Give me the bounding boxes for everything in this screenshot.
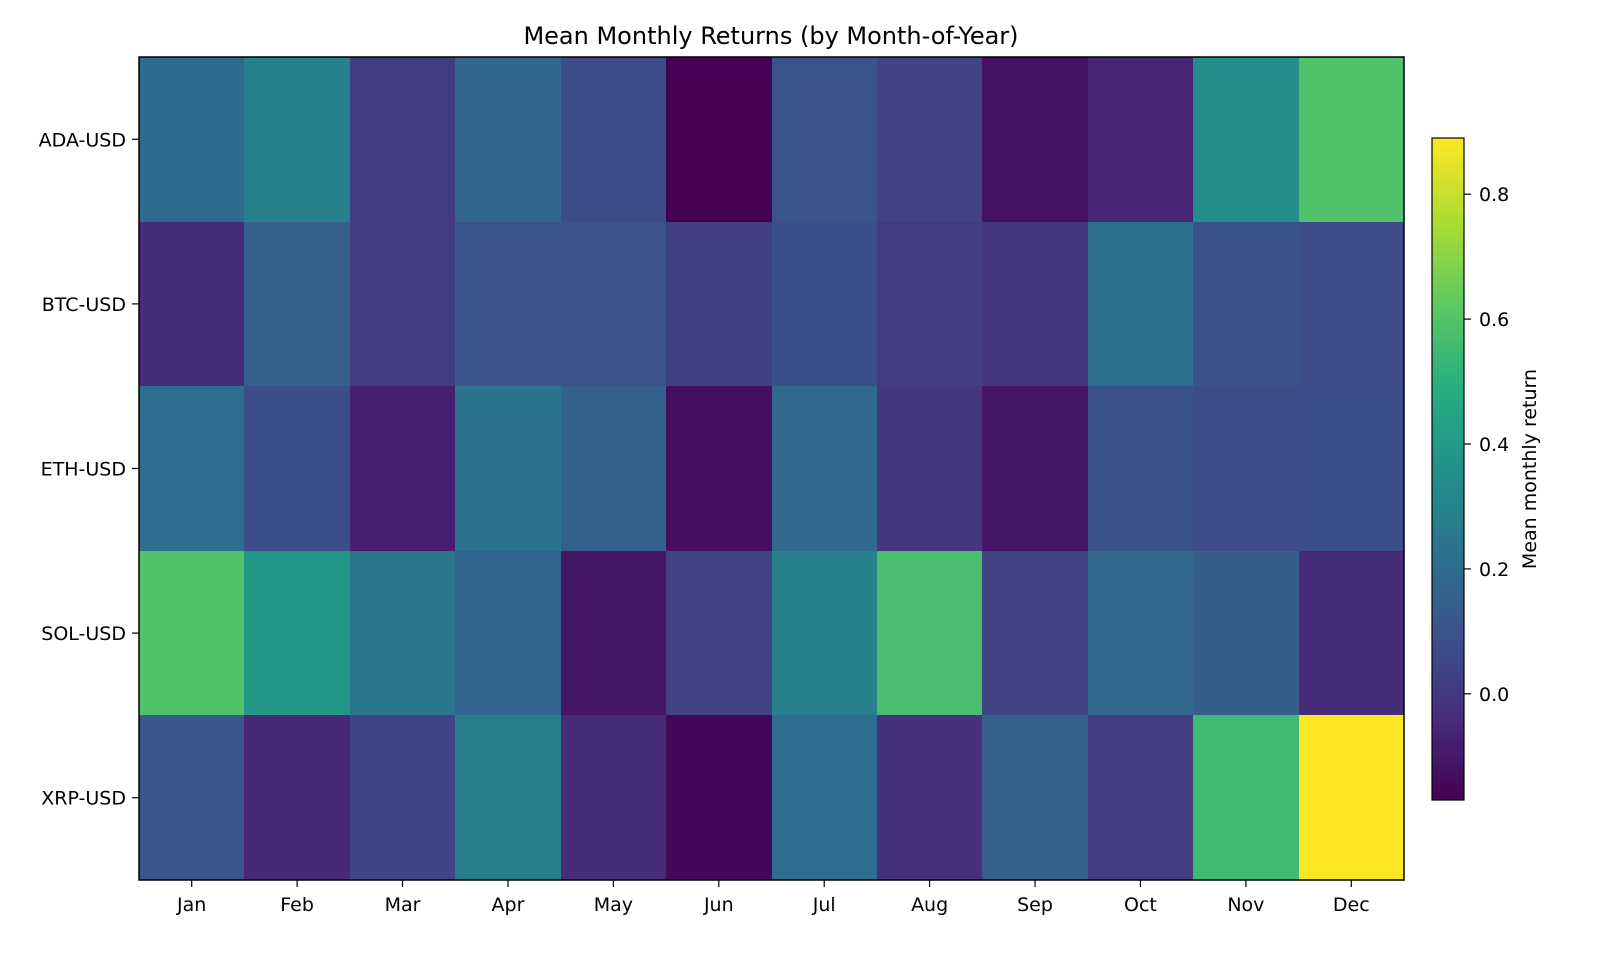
heatmap-cell-ETH-USD-Feb [244,386,350,551]
x-tick-label: Aug [911,894,948,916]
heatmap-cell-BTC-USD-Oct [1088,222,1193,386]
heatmap-cell-XRP-USD-Jun [666,715,772,880]
heatmap-cell-SOL-USD-Aug [877,551,982,715]
heatmap-cell-ADA-USD-Jun [666,57,772,222]
heatmap-cell-ETH-USD-Dec [1299,386,1404,551]
heatmap-cell-BTC-USD-Aug [877,222,982,386]
colorbar-tick-label: 0.0 [1479,684,1509,706]
heatmap-cell-ADA-USD-Feb [244,57,350,222]
x-tick-label: Jan [176,894,206,916]
heatmap-cell-XRP-USD-Sep [982,715,1088,880]
x-tick-label: Feb [280,894,314,916]
heatmap-cell-BTC-USD-Feb [244,222,350,386]
heatmap-cell-BTC-USD-May [561,222,666,386]
heatmap-cell-SOL-USD-Feb [244,551,350,715]
heatmap-cell-ADA-USD-Sep [982,57,1088,222]
heatmap-cell-XRP-USD-Feb [244,715,350,880]
heatmap-cell-BTC-USD-Jul [772,222,877,386]
heatmap-cell-XRP-USD-Oct [1088,715,1193,880]
x-tick-label: Nov [1227,894,1264,916]
heatmap-cell-XRP-USD-Aug [877,715,982,880]
heatmap-cell-ADA-USD-Apr [455,57,561,222]
x-tick-label: Apr [492,894,525,916]
heatmap-cell-SOL-USD-Dec [1299,551,1404,715]
heatmap-cell-SOL-USD-Jun [666,551,772,715]
heatmap-cell-BTC-USD-Jan [139,222,244,386]
y-tick-label: XRP-USD [41,788,126,810]
colorbar-tick-label: 0.8 [1479,184,1509,206]
colorbar [1431,137,1465,801]
colorbar-ticks: 0.0 0.2 0.4 0.6 0.8 [1464,184,1509,706]
heatmap-cell-SOL-USD-Mar [350,551,455,715]
x-tick-label: Sep [1017,894,1053,916]
y-tick-label: BTC-USD [42,294,126,316]
heatmap-cell-XRP-USD-Jan [139,715,244,880]
heatmap-cell-ADA-USD-Mar [350,57,455,222]
heatmap-cell-XRP-USD-May [561,715,666,880]
heatmap-cell-ETH-USD-Oct [1088,386,1193,551]
heatmap-cell-BTC-USD-Jun [666,222,772,386]
y-tick-label: SOL-USD [41,623,126,645]
heatmap-cell-BTC-USD-Sep [982,222,1088,386]
heatmap-cell-XRP-USD-Nov [1193,715,1299,880]
heatmap-cell-SOL-USD-Jan [139,551,244,715]
heatmap-cell-ADA-USD-Dec [1299,57,1404,222]
heatmap-cell-ETH-USD-May [561,386,666,551]
heatmap-cell-ETH-USD-Jan [139,386,244,551]
heatmap-cell-ETH-USD-Nov [1193,386,1299,551]
heatmap-cell-SOL-USD-Sep [982,551,1088,715]
heatmap-cell-SOL-USD-Oct [1088,551,1193,715]
heatmap-cell-ETH-USD-Aug [877,386,982,551]
x-axis: Jan Feb Mar Apr May Jun Jul Aug Sep Oct Nov Dec [176,880,1370,916]
heatmap-cell-BTC-USD-Nov [1193,222,1299,386]
colorbar-label: Mean monthly return [1519,369,1541,569]
colorbar-tick-label: 0.6 [1479,309,1509,331]
heatmap-cell-BTC-USD-Mar [350,222,455,386]
x-tick-label: Mar [385,894,421,916]
heatmap-cell-ADA-USD-Jul [772,57,877,222]
x-tick-label: Oct [1124,894,1157,916]
heatmap-cell-ETH-USD-Jun [666,386,772,551]
heatmap-cell-XRP-USD-Dec [1299,715,1404,880]
heatmap-cell-ADA-USD-Oct [1088,57,1193,222]
heatmap-cell-ADA-USD-Aug [877,57,982,222]
x-tick-label: Dec [1333,894,1370,916]
heatmap-cell-XRP-USD-Apr [455,715,561,880]
colorbar-tick-label: 0.2 [1479,559,1509,581]
heatmap-cell-ETH-USD-Jul [772,386,877,551]
x-tick-label: Jul [812,894,836,916]
heatmap-cell-XRP-USD-Jul [772,715,877,880]
heatmap-cell-ADA-USD-Nov [1193,57,1299,222]
y-axis: ADA-USD BTC-USD ETH-USD SOL-USD XRP-USD [39,129,139,810]
heatmap-cell-SOL-USD-May [561,551,666,715]
heatmap-cell-XRP-USD-Mar [350,715,455,880]
chart-title: Mean Monthly Returns (by Month-of-Year) [523,22,1018,50]
heatmap-cell-ETH-USD-Mar [350,386,455,551]
heatmap-cell-ADA-USD-Jan [139,57,244,222]
heatmap-cell-BTC-USD-Dec [1299,222,1404,386]
heatmap-cell-SOL-USD-Nov [1193,551,1299,715]
heatmap-cells [139,57,1404,880]
colorbar-tick-label: 0.4 [1479,434,1509,456]
heatmap-cell-ETH-USD-Apr [455,386,561,551]
x-tick-label: Jun [703,894,734,916]
heatmap-cell-SOL-USD-Apr [455,551,561,715]
y-tick-label: ADA-USD [39,129,126,151]
y-tick-label: ETH-USD [41,459,126,481]
x-tick-label: May [594,894,633,916]
heatmap-cell-BTC-USD-Apr [455,222,561,386]
heatmap-cell-SOL-USD-Jul [772,551,877,715]
heatmap-cell-ETH-USD-Sep [982,386,1088,551]
heatmap-cell-ADA-USD-May [561,57,666,222]
